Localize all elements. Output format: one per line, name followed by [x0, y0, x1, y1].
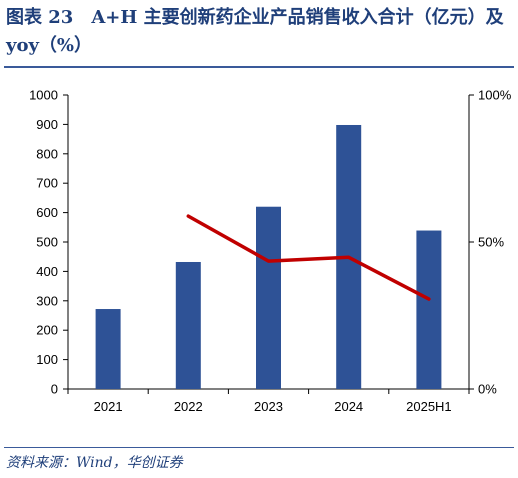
left-axis-tick-label: 200 [36, 323, 58, 338]
title-divider [4, 66, 514, 68]
source-note: 资料来源：Wind，华创证券 [6, 455, 183, 471]
left-axis-tick-label: 100 [36, 352, 58, 367]
bar [416, 230, 442, 389]
left-axis-tick-label: 600 [36, 205, 58, 220]
right-axis-tick-label: 0% [478, 382, 497, 397]
left-axis-tick-label: 800 [36, 146, 58, 161]
x-axis-tick-label: 2022 [174, 399, 203, 414]
right-axis-tick-label: 50% [478, 235, 504, 250]
left-axis-tick-label: 700 [36, 176, 58, 191]
bar [95, 309, 121, 389]
x-axis-tick-label: 2025H1 [406, 399, 452, 414]
x-axis-tick-label: 2021 [94, 399, 123, 414]
source-divider [4, 447, 514, 448]
bar [256, 206, 281, 389]
x-axis-tick-label: 2023 [254, 399, 283, 414]
left-axis-tick-label: 1000 [29, 88, 58, 103]
yoy-line [186, 214, 431, 301]
chart-title: 图表 23 A+H 主要创新药企业产品销售收入合计（亿元）及 yoy（%） [6, 7, 504, 56]
left-axis-tick-label: 900 [36, 117, 58, 132]
bar [175, 261, 201, 389]
left-axis-tick-label: 500 [36, 235, 58, 250]
left-axis-tick-label: 400 [36, 264, 58, 279]
left-axis-tick-label: 300 [36, 293, 58, 308]
left-axis-tick-label: 0 [51, 382, 58, 397]
right-axis-tick-label: 100% [478, 88, 512, 103]
chart: 0 100 200 300 400 500 600 700 800 900 1000 0% 50% 100… [29, 88, 512, 415]
x-axis-tick-label: 2024 [334, 399, 363, 414]
